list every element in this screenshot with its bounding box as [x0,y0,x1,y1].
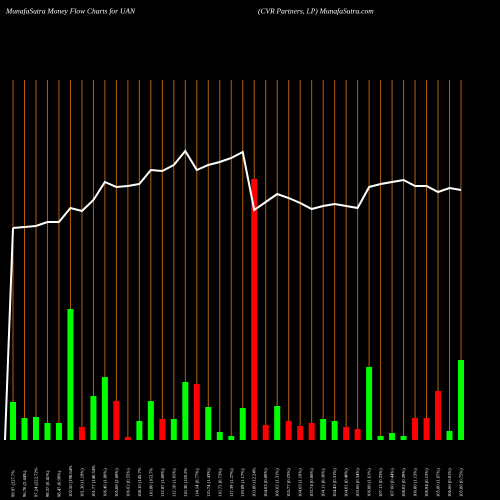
bar [354,429,361,440]
x-tick-label: 117.39 (1.27%) [229,468,234,497]
bar [182,382,189,440]
bar [78,427,85,440]
bar [308,423,315,440]
x-tick-label: 101.77 (140.34% [91,465,96,497]
bar [366,367,373,440]
x-tick-label: 104.63 (0.80%) [263,468,268,497]
bar [113,401,120,440]
bar [285,421,292,440]
x-tick-label: 107.13 (0.23%) [378,468,383,497]
bar [101,377,108,440]
bar [343,427,350,440]
bar [274,406,281,440]
bar [262,425,269,440]
bar [67,309,74,440]
bar [228,436,235,440]
x-tick-label: 106.63 (0.55%) [125,468,130,497]
bar [389,433,396,440]
bar [239,408,246,440]
x-tick-label: 106.88 (1.61%) [367,468,372,497]
x-tick-label: 112.87 (1.80%) [160,468,165,497]
bar [400,436,407,440]
bar [412,418,419,440]
bar [216,432,223,440]
bar [170,419,177,440]
x-tick-label: 103.74 (0.86%) [309,468,314,497]
x-tick-label: 105.77 (0.23%) [286,468,291,497]
x-tick-label: 116.72 (0.73%) [217,468,222,497]
x-tick-label: 104.11 (0.36%) [321,468,326,497]
bar [446,431,453,440]
bar [124,437,131,440]
bar [458,360,464,440]
x-tick-label: 106.80 (1.13%) [413,468,418,497]
x-tick-label: 115.74 (1.43%) [206,468,211,497]
x-tick-label: 106.02 (1.31%) [275,468,280,497]
bar [55,423,62,440]
x-tick-label: 110.80 (163.7% [148,468,153,497]
x-tick-label: 107.60 (0.44%) [390,468,395,497]
bar [331,421,338,440]
money-flow-line [12,149,462,229]
bar [147,401,154,440]
x-tick-label: 112.10 (1.01%) [171,468,176,497]
bar [193,384,200,440]
bar [435,391,442,440]
x-tick-label: 101.30 (1.19%) [79,468,84,497]
x-tick-label: 104.43 (0.31%) [332,468,337,497]
bar [377,436,384,440]
bar [136,421,143,440]
x-tick-label: 99.97 (227.7% [11,470,16,497]
bar [251,179,258,440]
chart-title: MunafaSutra Money Flow Charts for UAN [5,7,136,16]
bar [10,402,16,440]
bar [90,396,97,440]
x-tick-label: 106.46 (1.80%) [102,468,107,497]
x-tick-label: 96.70 (2.44%) [22,470,27,497]
bar [44,423,51,440]
x-tick-label: 103.80 (12.24% [252,467,257,497]
x-tick-label: 103.66 (0.34%) [355,468,360,497]
x-tick-label: 97.24 (222.72% [33,467,38,497]
x-tick-label: 98.47 (0.99%) [56,470,61,497]
bar [320,419,327,440]
x-tick-label: 104.01 (0.40%) [344,468,349,497]
bar [423,418,430,440]
bar [21,418,28,440]
x-tick-label: 105.86 (0.75%) [459,468,464,497]
x-tick-label: 105.08 (2.60%) [114,468,119,497]
bar [32,417,39,440]
x-tick-label: 119.09 (1.17%) [240,468,245,497]
x-tick-label: 108.02 (0.39%) [401,468,406,497]
line-lead [4,227,14,441]
bar [205,407,212,440]
bar [159,419,166,440]
x-tick-label: 116.30 (120.5% [183,468,188,497]
x-tick-label: 114.14 (0.77%) [194,468,199,497]
x-tick-label: 105.80 (1.07%) [436,468,441,497]
x-tick-label: 108.10 (145.7% [137,467,142,497]
x-tick-label: 104.63 (1.10%) [298,468,303,497]
bar [297,426,304,440]
x-tick-label: 98.37 (0.41%) [45,470,50,497]
x-tick-label: 102.50 (198.64% [68,465,73,497]
x-tick-label: 106.94 (0.13%) [424,468,429,497]
x-tick-label: 106.66 (0.81%) [447,468,452,497]
chart-subtitle: (CVR Partners, LP) MunafaSutra.com [258,7,374,16]
